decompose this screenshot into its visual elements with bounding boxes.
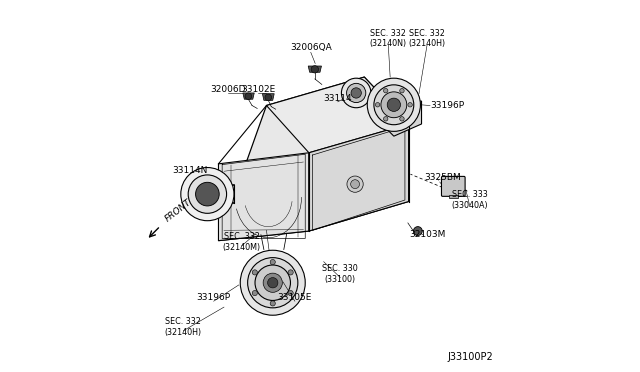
- Text: J33100P2: J33100P2: [448, 352, 493, 362]
- Circle shape: [367, 78, 420, 131]
- Text: 32103M: 32103M: [410, 230, 446, 239]
- Circle shape: [288, 291, 293, 296]
- Text: 33196P: 33196P: [196, 293, 231, 302]
- Circle shape: [387, 98, 401, 112]
- Circle shape: [240, 250, 305, 315]
- Circle shape: [408, 103, 412, 107]
- Text: SEC. 332
(32140N): SEC. 332 (32140N): [370, 29, 407, 48]
- Text: 33102E: 33102E: [241, 85, 275, 94]
- Polygon shape: [218, 77, 408, 241]
- Text: 33105E: 33105E: [278, 293, 312, 302]
- Circle shape: [413, 227, 422, 235]
- Circle shape: [188, 175, 227, 213]
- Circle shape: [270, 260, 275, 264]
- Circle shape: [376, 103, 380, 107]
- Circle shape: [311, 65, 319, 73]
- Circle shape: [383, 117, 388, 121]
- FancyBboxPatch shape: [442, 176, 465, 196]
- Circle shape: [347, 176, 363, 192]
- Polygon shape: [243, 93, 254, 99]
- Text: SEC. 333
(33040A): SEC. 333 (33040A): [451, 190, 488, 210]
- Circle shape: [374, 85, 414, 125]
- Text: FRONT: FRONT: [163, 198, 193, 224]
- Circle shape: [196, 182, 220, 206]
- Circle shape: [288, 270, 293, 275]
- Circle shape: [265, 94, 271, 101]
- Circle shape: [341, 78, 371, 108]
- Circle shape: [245, 93, 252, 100]
- Text: 3325BM: 3325BM: [424, 173, 461, 182]
- Circle shape: [351, 180, 360, 189]
- Polygon shape: [308, 66, 321, 72]
- Circle shape: [252, 291, 257, 296]
- Text: SEC. 332
(32140M): SEC. 332 (32140M): [223, 232, 260, 252]
- Text: SEC. 332
(32140H): SEC. 332 (32140H): [408, 29, 445, 48]
- Polygon shape: [262, 94, 274, 100]
- Circle shape: [400, 89, 404, 93]
- Circle shape: [268, 278, 278, 288]
- Polygon shape: [449, 195, 458, 198]
- Circle shape: [252, 270, 257, 275]
- Text: SEC. 330
(33100): SEC. 330 (33100): [323, 264, 358, 283]
- Circle shape: [400, 117, 404, 121]
- Text: 33196P: 33196P: [431, 101, 465, 110]
- Text: 33114N: 33114N: [172, 166, 208, 175]
- Circle shape: [351, 88, 362, 98]
- Circle shape: [181, 167, 234, 221]
- Text: 32006QA: 32006QA: [290, 43, 332, 52]
- Text: SEC. 332
(32140H): SEC. 332 (32140H): [165, 317, 202, 337]
- Circle shape: [347, 83, 366, 103]
- Circle shape: [270, 301, 275, 306]
- Text: 32006D: 32006D: [211, 85, 246, 94]
- Text: 33114: 33114: [323, 94, 352, 103]
- Circle shape: [381, 92, 407, 118]
- Circle shape: [248, 258, 298, 308]
- Polygon shape: [372, 101, 422, 136]
- Polygon shape: [266, 77, 408, 153]
- Polygon shape: [218, 153, 309, 241]
- Circle shape: [255, 265, 291, 301]
- Circle shape: [263, 273, 282, 292]
- Polygon shape: [309, 124, 408, 231]
- Circle shape: [383, 89, 388, 93]
